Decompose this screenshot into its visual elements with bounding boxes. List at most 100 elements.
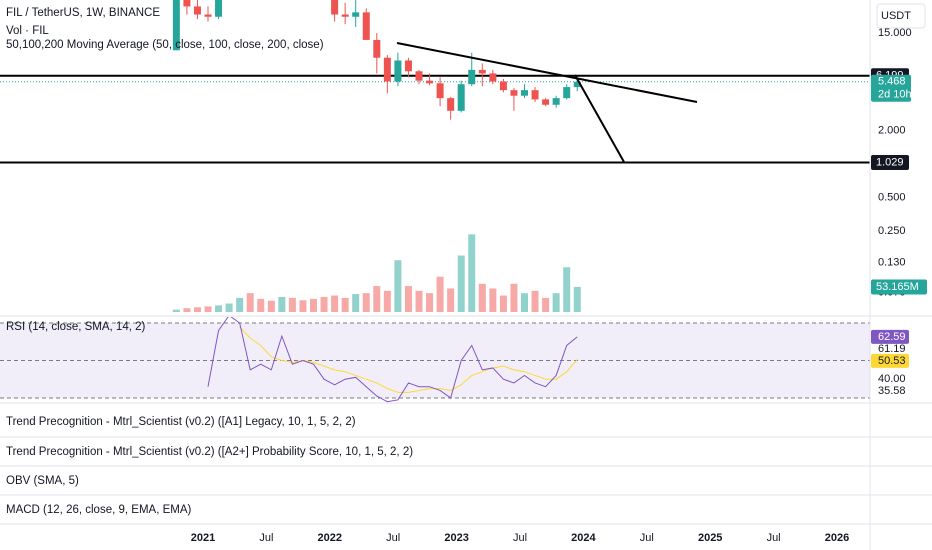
candle-body [183, 0, 191, 7]
volume-bar [246, 293, 254, 312]
volume-bar [183, 308, 191, 312]
rsi-title: RSI (14, close, SMA, 14, 2) [6, 321, 146, 333]
volume-bar [542, 297, 550, 312]
x-tick-label: Jul [386, 532, 400, 544]
candle-body [468, 69, 476, 85]
x-tick-label: Jul [259, 532, 273, 544]
candle-body [510, 90, 518, 96]
trend-line [396, 42, 698, 103]
volume-bar [510, 283, 518, 312]
indicator-title: MACD (12, 26, close, 9, EMA, EMA) [6, 504, 192, 516]
volume-bar [426, 293, 434, 312]
rsi-axis-label: 35.58 [878, 385, 906, 397]
candle-body [394, 60, 402, 82]
currency-button[interactable] [876, 3, 926, 29]
volume-bar [225, 303, 233, 312]
rsi-tag [871, 329, 909, 344]
y-tick-label: 0.130 [878, 256, 906, 268]
volume-bar [193, 307, 201, 312]
candle-body [499, 81, 507, 91]
x-tick-label: Jul [513, 532, 527, 544]
volume-bar [362, 293, 370, 312]
indicator-title: OBV (SMA, 5) [6, 475, 79, 487]
rsi-axis-label: 61.19 [878, 343, 906, 355]
currency: USDT [881, 10, 911, 22]
volume-bar [331, 295, 339, 312]
volume-bar [563, 267, 571, 312]
trend-line [574, 74, 625, 163]
candle-body [457, 84, 465, 111]
candle-body [415, 71, 423, 81]
candle-body [383, 57, 391, 82]
last-price-tag [871, 74, 911, 102]
volume-bar [383, 290, 391, 312]
x-tick-label: Jul [767, 532, 781, 544]
candle-body [172, 0, 180, 51]
x-tick-label: Jul [640, 532, 654, 544]
legend-line: Vol · FIL [6, 25, 49, 37]
indicator-title: Trend Precognition - Mtrl_Scientist (v0.… [6, 446, 413, 458]
candle-body [447, 98, 455, 111]
volume-tag [871, 279, 927, 295]
rsi-line [207, 317, 578, 403]
x-tick-label: 2025 [698, 532, 722, 544]
rsi-tag [871, 353, 909, 368]
volume-bar [204, 306, 212, 312]
volume-bar [310, 298, 317, 312]
candle-body [215, 0, 223, 17]
candle-body [478, 69, 486, 74]
volume-bar [215, 305, 223, 312]
volume-bar [236, 297, 244, 312]
candle-body [563, 87, 571, 99]
volume-bar [468, 234, 476, 312]
volume-bar [288, 297, 296, 312]
volume-bar [352, 294, 360, 312]
volume-bar [278, 296, 286, 312]
volume-bar [521, 293, 528, 312]
candle-body [193, 6, 201, 15]
rsi-axis-label: 50.53 [878, 355, 906, 367]
y-tick-label: 2.000 [878, 124, 906, 136]
y-tick-label: 15.000 [878, 27, 912, 39]
rsi-axis-label: 62.59 [878, 331, 906, 343]
candle-body [521, 90, 528, 96]
rsi-sma-line [239, 326, 578, 393]
y-tick-label: 0.500 [878, 191, 906, 203]
volume-bar [499, 295, 507, 312]
volume-bar [436, 276, 444, 312]
candle-body [436, 83, 444, 99]
x-tick-label: 2026 [825, 532, 849, 544]
x-tick-label: 2023 [444, 532, 468, 544]
volume-bar [320, 296, 328, 312]
volume-bar [478, 283, 486, 312]
volume-bar [447, 288, 455, 312]
level-tag [871, 155, 909, 171]
volume-bar [531, 290, 539, 312]
volume-label: 53.165M [876, 281, 919, 293]
candle-body [331, 0, 339, 15]
volume-bar [373, 286, 381, 312]
x-tick-label: 2021 [191, 532, 215, 544]
candle-body [404, 60, 412, 72]
legend-line: 50,100,200 Moving Average (50, close, 10… [6, 39, 324, 51]
x-tick-label: 2024 [571, 532, 596, 544]
volume-bar [341, 297, 349, 312]
candle-body [531, 90, 539, 100]
candle-body [362, 12, 370, 40]
volume-bar [404, 286, 412, 312]
candle-body [373, 39, 381, 58]
rsi-pane [0, 317, 870, 403]
volume-bar [267, 300, 275, 312]
candle-body [204, 14, 212, 17]
x-tick-label: 2022 [318, 532, 342, 544]
candle-body [426, 80, 434, 84]
indicator-title: Trend Precognition - Mtrl_Scientist (v0.… [6, 416, 356, 428]
volume-bar [394, 260, 402, 312]
candle-body [489, 73, 497, 82]
volume-bar [172, 309, 180, 312]
volume-bar [573, 286, 581, 312]
countdown: 2d 10h [878, 89, 912, 101]
last-price-label: 5.468 [878, 76, 906, 88]
symbol-title: FIL / TetherUS, 1W, BINANCE [6, 7, 160, 19]
